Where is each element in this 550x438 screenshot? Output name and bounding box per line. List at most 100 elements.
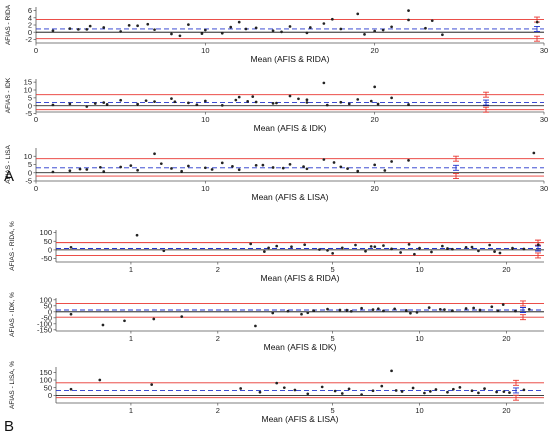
data-point — [501, 303, 505, 306]
panel-label-b: B — [4, 418, 14, 435]
data-point — [286, 309, 290, 313]
y-axis-label: AFIAS - IDK — [5, 77, 12, 113]
data-point — [488, 243, 492, 247]
data-point — [360, 306, 363, 310]
x-axis-label: Mean (AFIS & LISA) — [262, 414, 339, 424]
x-tick-label: 10 — [201, 184, 209, 193]
data-point — [152, 317, 156, 321]
data-point — [407, 9, 410, 12]
data-point — [85, 168, 89, 171]
data-point — [275, 381, 279, 385]
x-tick-label: 2 — [216, 406, 220, 415]
x-tick-label: 20 — [502, 406, 510, 415]
x-axis-label: Mean (AFIS & RIDA) — [251, 54, 330, 64]
data-point — [153, 152, 156, 156]
data-point — [237, 20, 241, 24]
data-point — [200, 32, 204, 35]
data-point — [105, 102, 109, 106]
data-point — [477, 249, 480, 253]
data-point — [102, 101, 106, 104]
data-point — [322, 158, 326, 161]
y-axis-label: AFIAS - RIDA — [5, 4, 12, 45]
data-point — [373, 163, 377, 167]
data-point — [180, 169, 183, 173]
x-tick-label: 1 — [129, 265, 133, 274]
data-point — [522, 247, 526, 251]
data-point — [339, 27, 343, 31]
data-point — [424, 26, 427, 30]
data-point — [532, 151, 536, 155]
data-point — [302, 165, 305, 168]
data-point — [220, 31, 224, 35]
x-tick-label: 30 — [540, 184, 548, 193]
data-point — [527, 308, 531, 311]
data-point — [51, 29, 55, 33]
data-point — [390, 160, 393, 163]
x-tick-label: 20 — [370, 184, 378, 193]
x-tick-label: 5 — [331, 334, 335, 343]
data-point — [464, 245, 468, 249]
data-point — [280, 30, 283, 34]
data-point — [360, 393, 363, 396]
data-point — [511, 246, 514, 250]
upper-loa-ci-marker — [453, 155, 459, 162]
data-point — [483, 387, 486, 390]
data-point — [325, 103, 329, 107]
bias-ci-marker — [483, 99, 489, 106]
data-point — [340, 392, 344, 395]
x-tick-label: 10 — [415, 406, 423, 415]
data-point — [305, 101, 309, 104]
data-point — [210, 168, 214, 171]
x-tick-label: 2 — [216, 334, 220, 343]
data-point — [170, 97, 173, 100]
data-point — [496, 309, 500, 313]
data-point — [430, 250, 433, 254]
data-point — [251, 95, 255, 98]
data-point — [376, 102, 380, 106]
lower-loa-ci-marker — [535, 252, 541, 259]
data-point — [514, 309, 517, 313]
data-point — [318, 248, 321, 251]
y-tick-label: 0 — [48, 307, 52, 316]
y-tick-label: 0 — [28, 28, 32, 37]
data-point — [508, 391, 511, 394]
data-point — [418, 246, 421, 250]
x-tick-label: 30 — [540, 115, 548, 124]
y-tick-label: -2 — [25, 35, 32, 44]
bias-ci-marker — [513, 387, 519, 394]
data-point — [404, 309, 408, 312]
data-point — [267, 246, 270, 250]
data-point — [536, 243, 540, 247]
data-point — [195, 103, 199, 107]
x-tick-label: 20 — [502, 265, 510, 274]
data-point — [254, 163, 258, 167]
data-point — [434, 388, 438, 391]
data-point — [203, 28, 207, 32]
data-point — [472, 306, 475, 310]
data-point — [477, 391, 480, 395]
data-point — [347, 387, 351, 391]
y-tick-label: 100 — [39, 376, 52, 385]
data-point — [413, 252, 416, 256]
x-tick-label: 0 — [34, 115, 38, 124]
y-tick-label: 15 — [24, 78, 32, 87]
data-point — [322, 22, 326, 25]
y-tick-label: -5 — [25, 109, 32, 118]
data-point — [394, 389, 398, 392]
data-point — [332, 161, 336, 164]
data-point — [187, 23, 190, 26]
data-point — [306, 311, 310, 315]
data-point — [153, 100, 156, 103]
data-point — [381, 28, 385, 32]
data-point — [356, 98, 360, 101]
data-point — [297, 97, 300, 101]
upper-loa-ci-marker — [520, 300, 526, 307]
data-point — [146, 22, 150, 26]
data-point — [127, 24, 131, 27]
data-point — [443, 308, 446, 311]
data-point — [119, 165, 123, 169]
data-point — [495, 390, 498, 394]
data-point — [261, 163, 265, 167]
data-point — [400, 390, 404, 393]
